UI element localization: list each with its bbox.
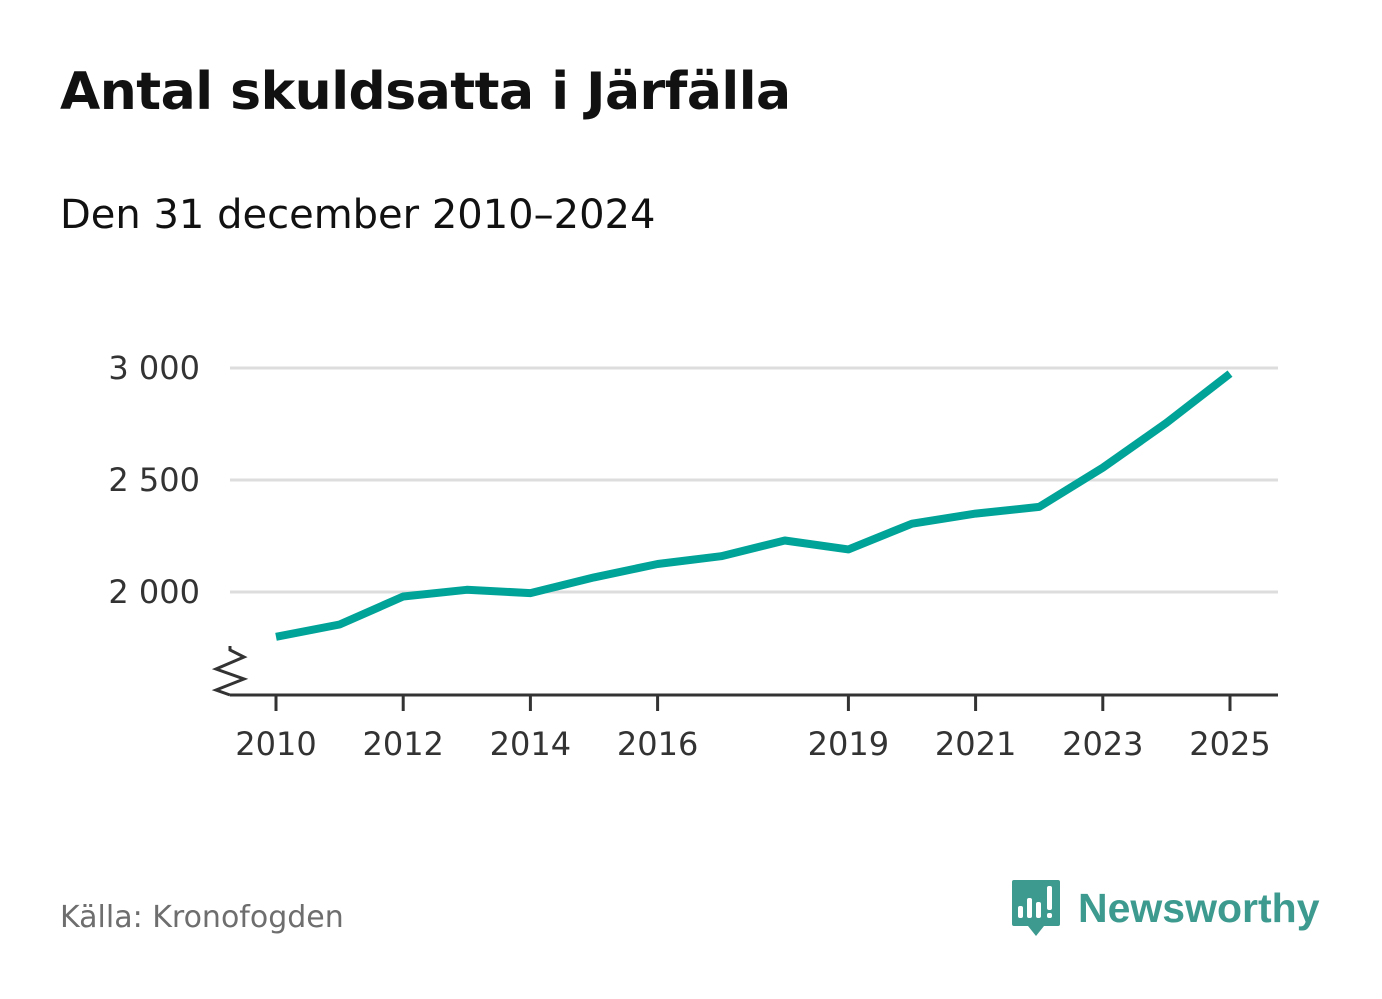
y-axis-break xyxy=(211,646,249,697)
source-note: Källa: Kronofogden xyxy=(60,900,344,935)
chart-subtitle: Den 31 december 2010–2024 xyxy=(60,192,656,238)
x-axis: 2010 2012 2014 2016 2019 2021 2023 2025 xyxy=(211,646,1278,763)
x-tick-label: 2010 xyxy=(235,725,316,763)
y-tick-label: 3 000 xyxy=(108,349,200,387)
newsworthy-logo: Newsworthy xyxy=(1010,878,1320,938)
x-tick-label: 2019 xyxy=(808,725,889,763)
y-axis-labels: 2 000 2 500 3 000 xyxy=(108,349,200,611)
x-tick-label: 2023 xyxy=(1062,725,1143,763)
y-tick-label: 2 500 xyxy=(108,461,200,499)
gridlines xyxy=(230,366,1278,594)
x-tick-label: 2025 xyxy=(1189,725,1270,763)
x-tick-label: 2012 xyxy=(362,725,443,763)
series-layer xyxy=(275,370,1233,641)
y-tick-label: 2 000 xyxy=(108,573,200,611)
newsworthy-logo-icon xyxy=(1012,880,1060,936)
x-tick-label: 2014 xyxy=(490,725,571,763)
brand-name: Newsworthy xyxy=(1078,884,1320,931)
x-tick-label: 2021 xyxy=(935,725,1016,763)
chart-title: Antal skuldsatta i Järfälla xyxy=(60,62,791,122)
series-line xyxy=(275,370,1233,641)
x-tick-label: 2016 xyxy=(617,725,698,763)
